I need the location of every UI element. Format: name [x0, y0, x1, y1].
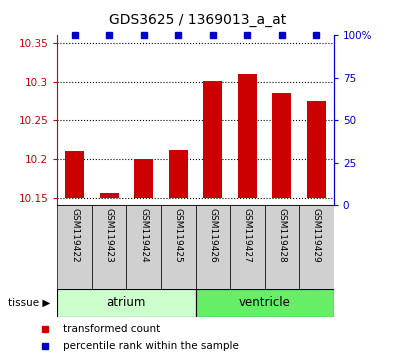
Text: GSM119423: GSM119423 [105, 208, 114, 263]
Bar [196, 289, 334, 317]
Bar [57, 289, 196, 317]
Bar [100, 193, 118, 198]
Bar [126, 205, 161, 289]
Bar [161, 205, 196, 289]
Bar [134, 159, 153, 198]
Text: GSM119422: GSM119422 [70, 208, 79, 262]
Bar [238, 74, 257, 198]
Text: tissue ▶: tissue ▶ [8, 298, 50, 308]
Bar [230, 205, 265, 289]
Text: GSM119429: GSM119429 [312, 208, 321, 263]
Text: ventricle: ventricle [239, 296, 291, 309]
Bar [92, 205, 126, 289]
Text: GDS3625 / 1369013_a_at: GDS3625 / 1369013_a_at [109, 12, 286, 27]
Text: percentile rank within the sample: percentile rank within the sample [63, 341, 239, 351]
Text: GSM119427: GSM119427 [243, 208, 252, 263]
Bar [307, 101, 326, 198]
Bar [265, 205, 299, 289]
Bar [65, 151, 84, 198]
Bar [169, 150, 188, 198]
Text: atrium: atrium [107, 296, 146, 309]
Bar [273, 92, 292, 198]
Text: GSM119424: GSM119424 [139, 208, 148, 262]
Bar [203, 81, 222, 198]
Bar [57, 205, 92, 289]
Bar [196, 205, 230, 289]
Text: transformed count: transformed count [63, 324, 161, 333]
Text: GSM119428: GSM119428 [277, 208, 286, 263]
Text: GSM119426: GSM119426 [208, 208, 217, 263]
Bar [299, 205, 334, 289]
Text: GSM119425: GSM119425 [174, 208, 183, 263]
